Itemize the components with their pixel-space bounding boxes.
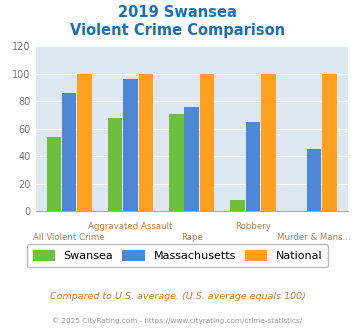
Bar	[322, 74, 337, 211]
Bar	[123, 79, 138, 211]
Bar	[261, 74, 275, 211]
Text: Compared to U.S. average. (U.S. average equals 100): Compared to U.S. average. (U.S. average …	[50, 292, 305, 301]
Bar	[185, 107, 199, 211]
Bar	[47, 137, 61, 211]
Text: © 2025 CityRating.com - https://www.cityrating.com/crime-statistics/: © 2025 CityRating.com - https://www.city…	[53, 317, 302, 324]
Bar	[169, 114, 184, 211]
Bar	[77, 74, 92, 211]
Text: Murder & Mans...: Murder & Mans...	[278, 233, 351, 242]
Text: Robbery: Robbery	[235, 222, 271, 231]
Bar	[246, 122, 260, 211]
Bar	[307, 149, 321, 211]
Bar	[108, 118, 122, 211]
Text: Aggravated Assault: Aggravated Assault	[88, 222, 173, 231]
Bar	[62, 93, 76, 211]
Text: Rape: Rape	[181, 233, 203, 242]
Text: 2019 Swansea: 2019 Swansea	[118, 5, 237, 20]
Bar	[200, 74, 214, 211]
Text: Violent Crime Comparison: Violent Crime Comparison	[70, 23, 285, 38]
Legend: Swansea, Massachusetts, National: Swansea, Massachusetts, National	[27, 245, 328, 267]
Text: All Violent Crime: All Violent Crime	[33, 233, 105, 242]
Bar	[138, 74, 153, 211]
Bar	[230, 200, 245, 211]
